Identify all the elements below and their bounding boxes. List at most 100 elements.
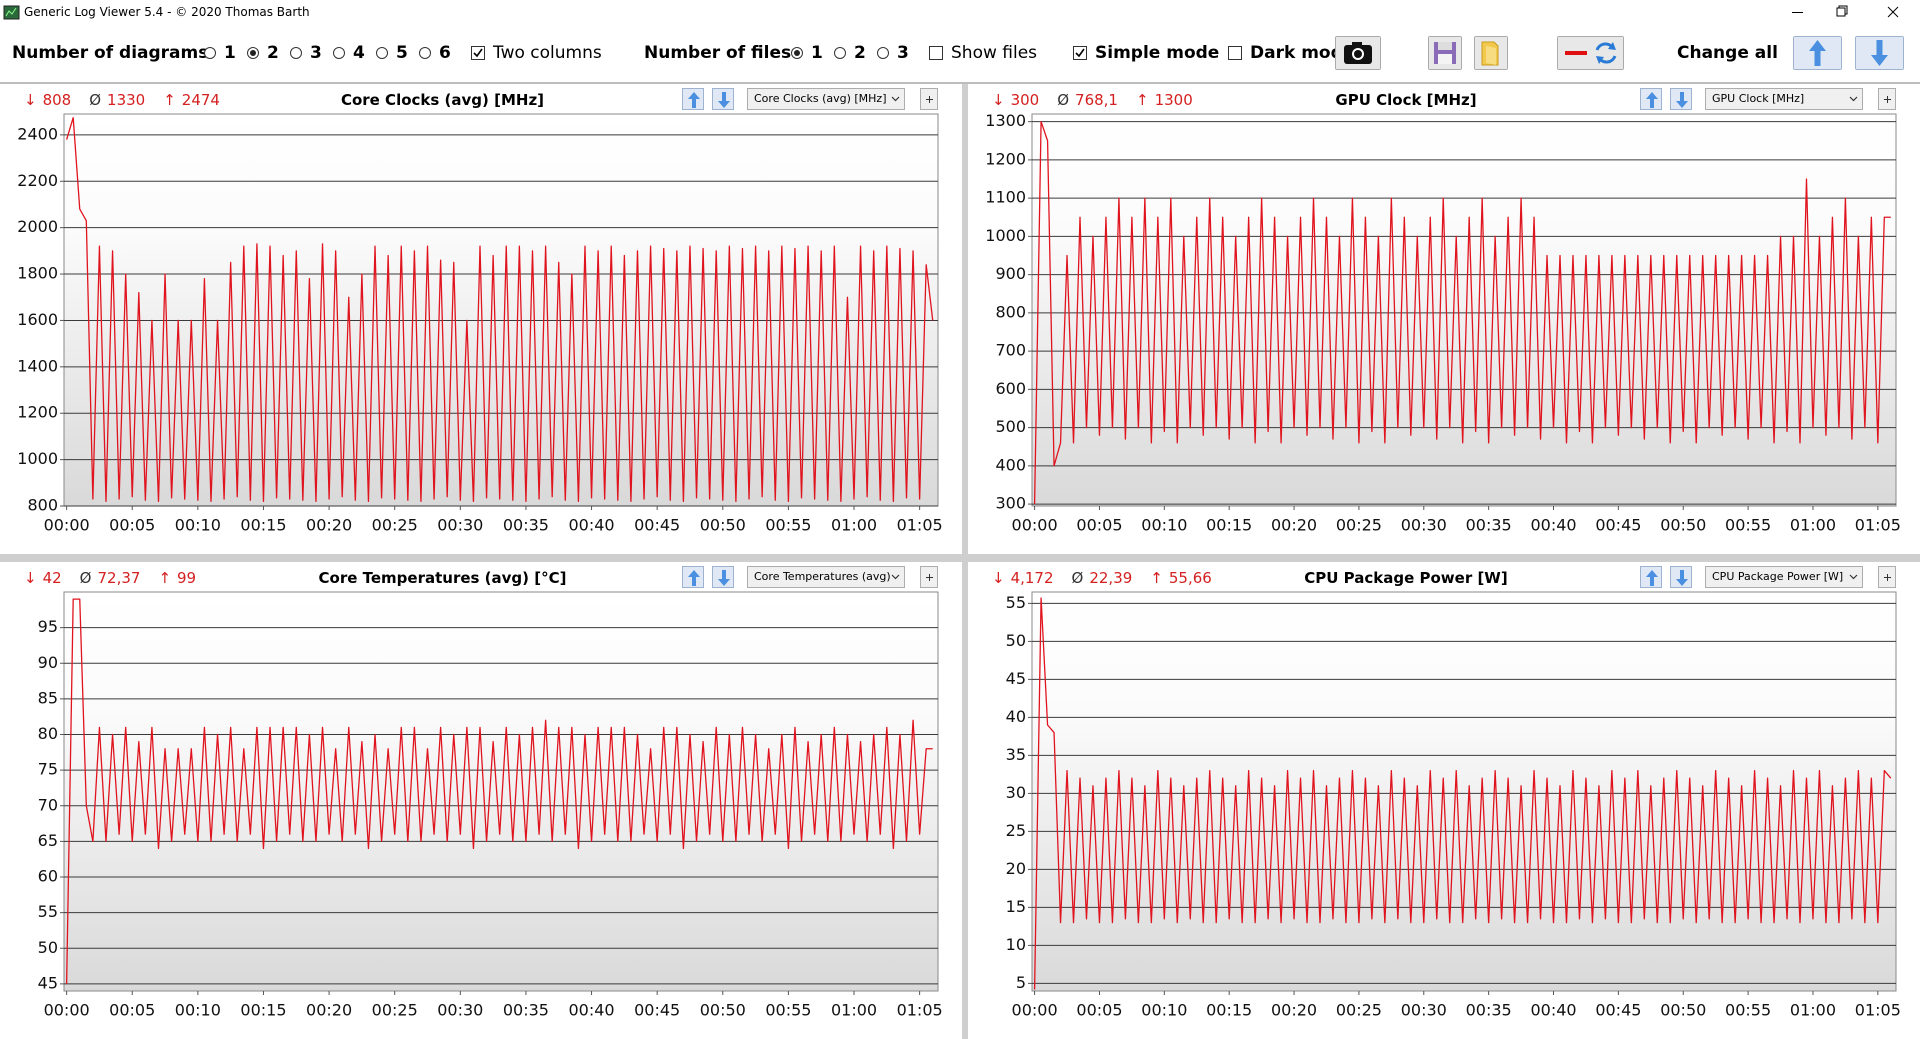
add-button[interactable]	[1878, 88, 1896, 110]
add-button[interactable]	[920, 88, 938, 110]
stat-value: 55,66	[1168, 569, 1212, 587]
stat-symbol: ↑	[1135, 91, 1149, 109]
option-label: 5	[396, 43, 408, 63]
diagram-option[interactable]: 2	[247, 43, 279, 63]
x-tick-label: 01:05	[897, 1001, 943, 1020]
x-tick-label: 00:40	[1530, 1001, 1576, 1020]
add-button[interactable]	[1878, 566, 1896, 588]
two-columns-checkbox[interactable]: Two columns	[471, 43, 602, 63]
x-tick-label: 00:30	[437, 1001, 483, 1020]
files-label: Number of files	[644, 43, 792, 63]
move-down-button[interactable]	[1670, 88, 1692, 110]
stat-value: 768,1	[1075, 91, 1118, 109]
x-tick-label: 00:35	[1466, 1001, 1512, 1020]
x-tick-label: 00:55	[1725, 1001, 1771, 1020]
sensor-dropdown[interactable]: CPU Package Power [W]	[1705, 566, 1863, 588]
open-folder-button[interactable]	[1474, 36, 1508, 70]
diagrams-label: Number of diagrams	[12, 43, 209, 63]
x-tick-label: 00:10	[1141, 516, 1187, 535]
move-up-button[interactable]	[682, 566, 704, 588]
data-line	[1033, 597, 1892, 990]
down-arrow-icon	[718, 570, 730, 586]
sensor-dropdown[interactable]: GPU Clock [MHz]	[1705, 88, 1863, 110]
move-up-all-button[interactable]	[1793, 36, 1842, 70]
save-button[interactable]	[1428, 36, 1462, 70]
chart-panel: 800 1000 1200 1400 1600 1800 2000 2200 2400 00:00…	[0, 84, 962, 554]
stat-symbol: Ø	[89, 91, 102, 109]
y-tick-label: 300	[995, 494, 1026, 513]
dropdown-text: GPU Clock [MHz]	[1712, 92, 1805, 105]
x-tick-label: 00:10	[1141, 1001, 1187, 1020]
x-tick-label: 01:05	[1855, 516, 1901, 535]
stat-value: 22,39	[1089, 569, 1133, 587]
arrow	[688, 570, 700, 586]
move-down-button[interactable]	[1670, 566, 1692, 588]
move-down-all-button[interactable]	[1855, 36, 1904, 70]
x-tick-label: 01:00	[831, 516, 877, 535]
diagram-option[interactable]: 4	[333, 43, 365, 63]
x-tick-label: 00:30	[1401, 1001, 1447, 1020]
arrow	[688, 92, 700, 108]
line-refresh-button[interactable]	[1557, 36, 1624, 70]
y-tick-label: 800	[995, 302, 1026, 321]
add-button[interactable]	[920, 566, 938, 588]
dark-mode-checkbox[interactable]: Dark mod	[1228, 43, 1343, 63]
x-tick-label: 00:35	[503, 516, 549, 535]
x-tick-label: 00:05	[1076, 516, 1122, 535]
up-arrow-icon	[688, 570, 700, 586]
x-tick-label: 00:15	[240, 516, 286, 535]
diagram-option[interactable]: 3	[290, 43, 322, 63]
y-tick-label: 55	[1006, 593, 1026, 612]
move-down-button[interactable]	[712, 566, 734, 588]
x-tick-label: 00:45	[1595, 516, 1641, 535]
plus-icon	[1884, 574, 1891, 581]
option-label: 3	[310, 43, 322, 63]
chevron	[1849, 574, 1858, 580]
dropdown-chevron	[1849, 96, 1858, 102]
move-up-button[interactable]	[1640, 88, 1662, 110]
sensor-dropdown[interactable]: Core Temperatures (avg)	[747, 566, 905, 588]
move-up-button[interactable]	[1640, 566, 1662, 588]
file-option[interactable]: 1	[791, 43, 823, 63]
toolbar: Number of diagrams 1 2 3 4 5 6 Two colum…	[0, 25, 1920, 84]
file-option[interactable]: 3	[877, 43, 909, 63]
x-tick-label: 00:45	[634, 516, 680, 535]
y-tick-label: 2400	[17, 124, 58, 143]
x-tick-label: 01:05	[897, 516, 943, 535]
x-tick-label: 00:20	[306, 1001, 352, 1020]
show-files-checkbox[interactable]: Show files	[929, 43, 1037, 63]
simple-mode-checkbox[interactable]: Simple mode	[1073, 43, 1219, 63]
x-tick-label: 00:25	[1336, 516, 1382, 535]
diagram-option[interactable]: 1	[204, 43, 236, 63]
screenshot-button[interactable]	[1335, 36, 1381, 70]
up-arrow-icon	[688, 92, 700, 108]
x-tick-label: 00:05	[1076, 1001, 1122, 1020]
window-controls[interactable]	[1770, 0, 1920, 25]
checkbox-label: Simple mode	[1095, 43, 1220, 63]
diagram-option[interactable]: 5	[376, 43, 408, 63]
chevron	[1849, 96, 1858, 102]
y-tick-label: 30	[1006, 783, 1026, 802]
stat-value: 42	[42, 569, 62, 587]
stat-value: 99	[177, 569, 197, 587]
stats: ↓ 42 Ø 72,37 ↑ 99	[24, 569, 214, 587]
stat-value: 300	[1010, 91, 1040, 109]
move-up-button[interactable]	[682, 88, 704, 110]
data-line	[1033, 121, 1891, 505]
change-all-label: Change all	[1677, 43, 1778, 63]
move-down-button[interactable]	[712, 88, 734, 110]
row-divider	[0, 554, 1920, 562]
arrow	[1646, 570, 1658, 586]
chevron	[891, 96, 900, 102]
sensor-dropdown[interactable]: Core Clocks (avg) [MHz]	[747, 88, 905, 110]
x-tick-label: 00:00	[1012, 516, 1058, 535]
x-tick-label: 00:15	[1206, 1001, 1252, 1020]
y-tick-label: 1200	[985, 149, 1026, 168]
diagram-option[interactable]: 6	[419, 43, 451, 63]
x-tick-label: 00:25	[1336, 1001, 1382, 1020]
file-option[interactable]: 2	[834, 43, 866, 63]
chart-title: Core Temperatures (avg) [°C]	[318, 569, 567, 587]
plot-area	[1031, 591, 1897, 992]
option-label: 1	[224, 43, 236, 63]
x-tick-label: 00:10	[175, 516, 221, 535]
